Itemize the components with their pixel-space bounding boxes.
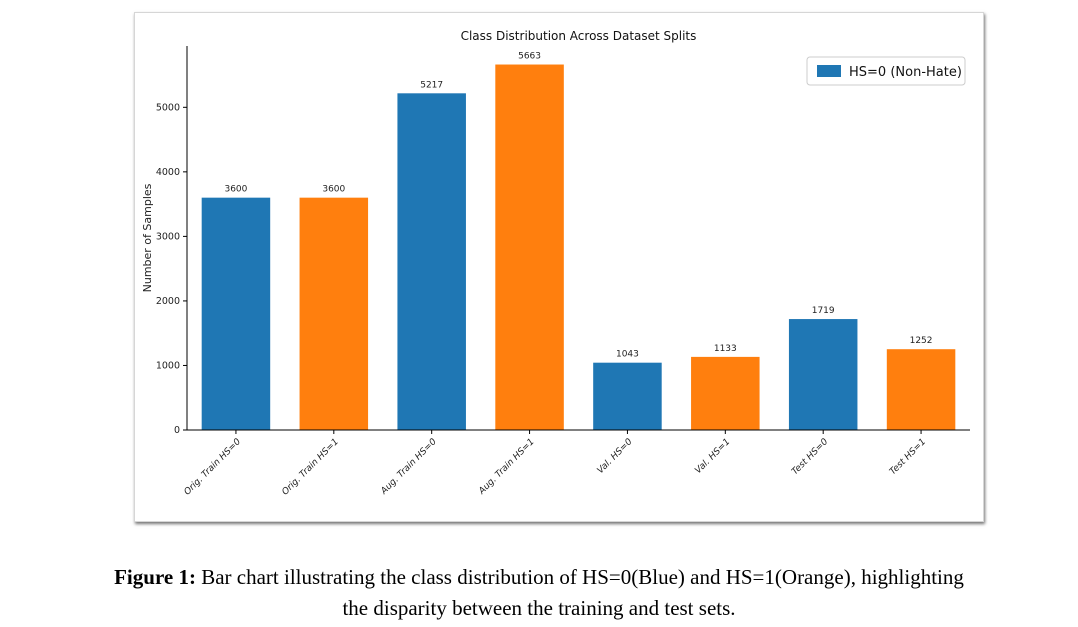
y-tick-label: 3000 — [156, 231, 180, 242]
bar-value-label: 1133 — [714, 344, 737, 354]
bar-value-label: 3600 — [224, 185, 247, 195]
y-tick-label: 0 — [174, 425, 180, 436]
bar — [397, 93, 466, 431]
caption-label: Figure 1: — [114, 565, 196, 589]
legend-box — [806, 56, 966, 86]
bar-value-label: 1719 — [812, 306, 835, 316]
bar — [691, 356, 760, 430]
bar — [788, 319, 858, 430]
bar — [201, 197, 271, 430]
x-tick-label: Test HS=1 — [888, 437, 928, 477]
x-tick-label: Aug. Train HS=1 — [476, 437, 536, 497]
x-tick-label: Val. HS=0 — [596, 437, 635, 476]
bar — [495, 64, 564, 431]
y-tick-label: 4000 — [156, 167, 180, 178]
caption-line-2: the disparity between the training and t… — [342, 596, 736, 620]
chart-figure: 3600 3600 5217 5663 1043 1133 1719 1252 0 1000 200… — [134, 12, 984, 522]
legend-swatch — [817, 65, 841, 77]
x-tick-label: Orig. Train HS=1 — [280, 437, 340, 497]
figure-caption: Figure 1: Bar chart illustrating the cla… — [0, 562, 1078, 624]
bar-value-label: 5663 — [518, 52, 541, 62]
x-tick-label: Orig. Train HS=0 — [183, 437, 244, 498]
bar-value-label: 1043 — [616, 350, 639, 360]
x-tick-label: Aug. Train HS=0 — [379, 437, 439, 497]
y-tick-label: 1000 — [156, 360, 180, 371]
y-tick-label: 5000 — [156, 102, 180, 113]
y-axis-label: Number of Samples — [141, 183, 154, 292]
caption-line-1: Bar chart illustrating the class distrib… — [201, 565, 964, 589]
bar-value-label: 5217 — [420, 80, 443, 90]
bar — [299, 197, 369, 430]
legend-label: HS=0 (Non-Hate) — [849, 65, 962, 80]
bar-chart: 3600 3600 5217 5663 1043 1133 1719 1252 0 1000 200… — [141, 29, 970, 498]
bar — [886, 349, 956, 430]
bar — [593, 362, 662, 430]
x-tick-label: Val. HS=1 — [693, 437, 732, 476]
x-tick-label: Test HS=0 — [790, 437, 830, 477]
bar-value-label: 3600 — [322, 185, 345, 195]
bar-value-label: 1252 — [910, 336, 933, 346]
y-tick-label: 2000 — [156, 296, 180, 307]
chart-title: Class Distribution Across Dataset Splits — [461, 29, 697, 43]
